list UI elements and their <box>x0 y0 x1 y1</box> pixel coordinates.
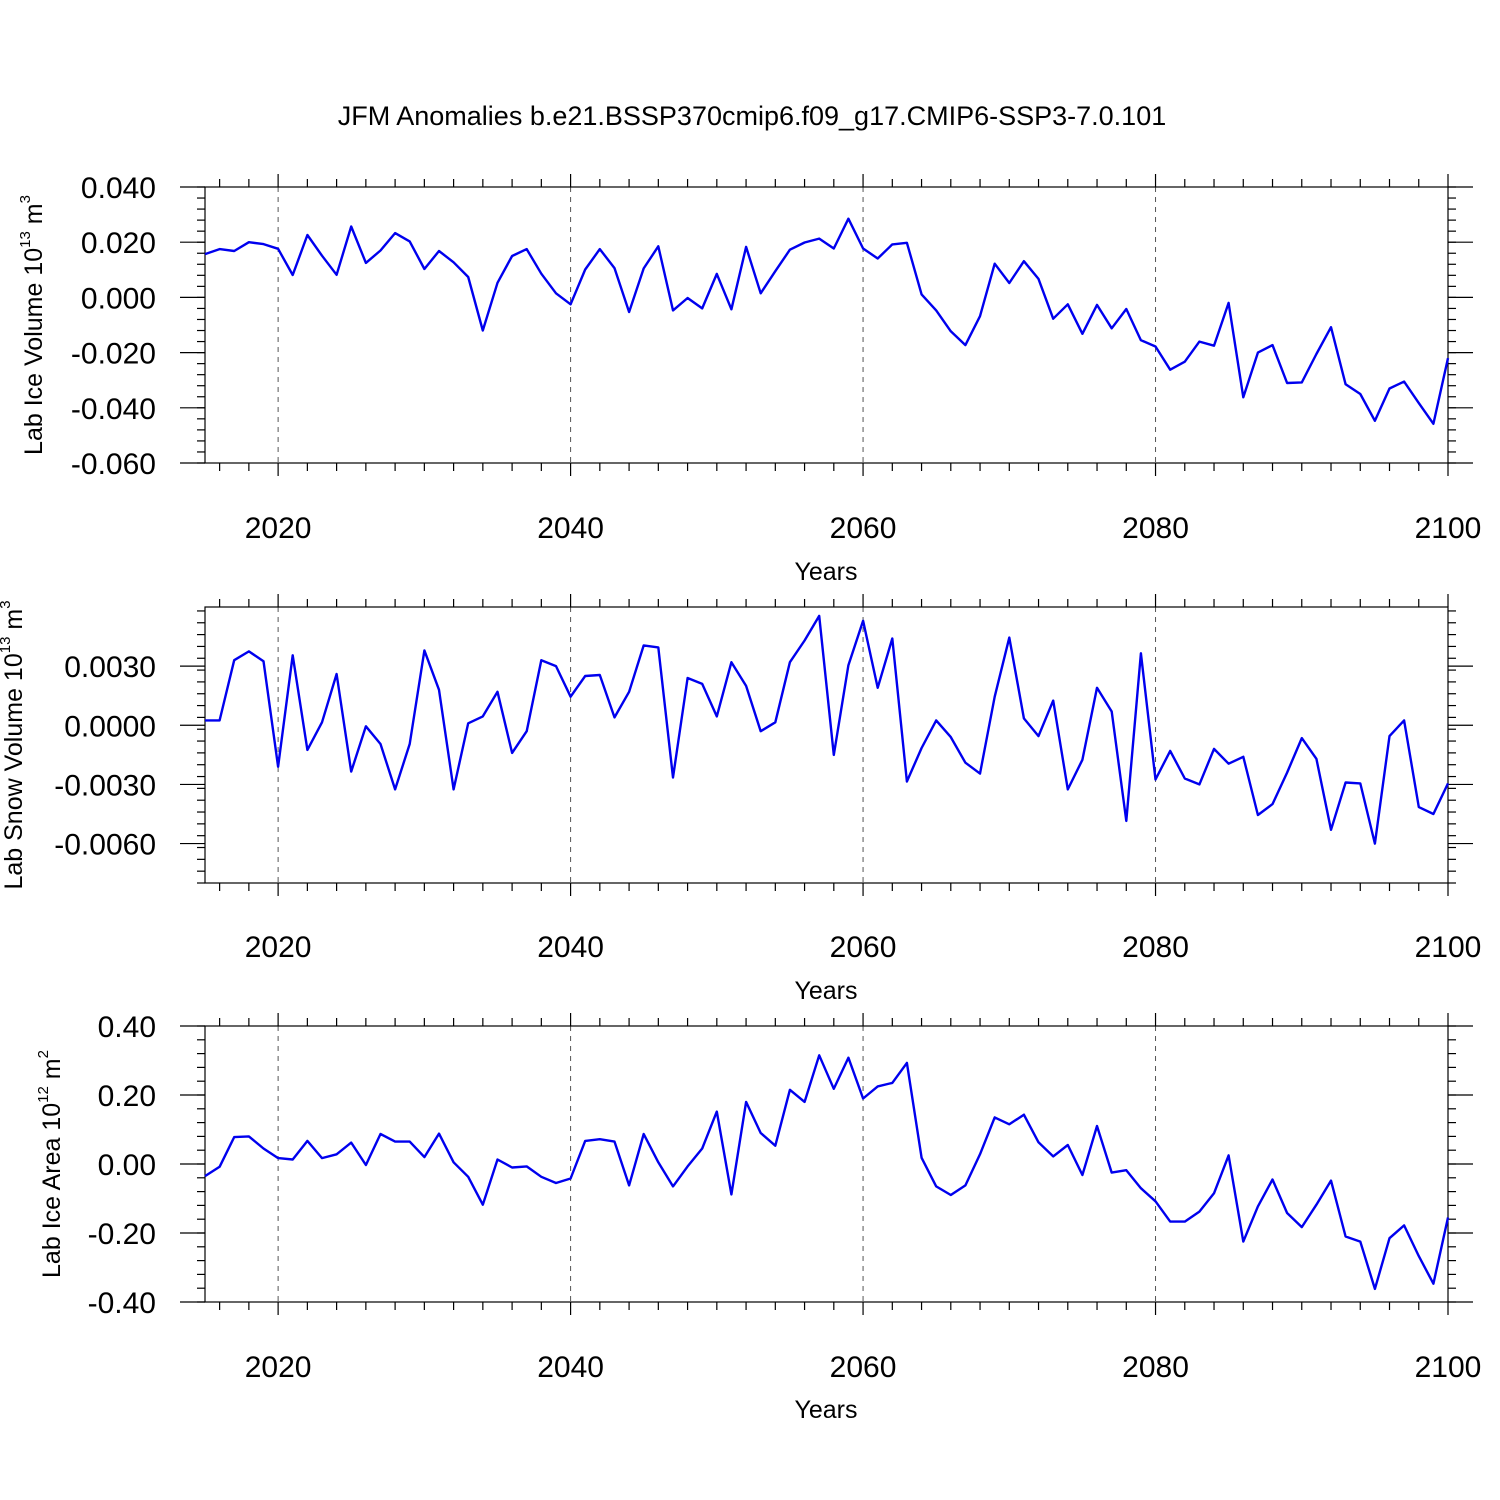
y-tick-label: 0.040 <box>81 172 156 205</box>
x-tick-label: 2060 <box>830 1351 897 1384</box>
x-axis-label: Years <box>794 1396 857 1424</box>
x-tick-label: 2040 <box>537 931 604 964</box>
x-tick-label: 2020 <box>245 512 312 545</box>
x-axis-label: Years <box>794 977 857 1005</box>
y-tick-label: 0.020 <box>81 227 156 260</box>
panel-ice-volume: -0.060 -0.040 -0.020 0.000 0.020 0.040 2020 204… <box>17 172 1481 586</box>
figure-title: JFM Anomalies b.e21.BSSP370cmip6.f09_g17… <box>338 101 1166 131</box>
x-tick-label: 2020 <box>245 1351 312 1384</box>
y-tick-label: -0.20 <box>88 1218 156 1251</box>
plot-frame <box>204 186 1449 464</box>
x-tick-label: 2100 <box>1415 512 1482 545</box>
y-tick-label: 0.00 <box>98 1149 156 1182</box>
plot-frame <box>204 1025 1449 1303</box>
x-tick-label: 2080 <box>1122 512 1189 545</box>
series-line <box>205 614 1450 845</box>
series-line <box>204 217 1450 425</box>
y-tick-label: -0.040 <box>71 393 156 426</box>
y-axis-label: Lab Ice Volume 1013 m3 <box>17 195 48 455</box>
panel-ice-area: -0.40 -0.20 0.00 0.20 0.40 2020 2040 2060 2080 21… <box>35 1011 1481 1424</box>
x-tick-label: 2020 <box>245 931 312 964</box>
x-tick-label: 2100 <box>1415 1351 1482 1384</box>
y-tick-label: -0.0060 <box>54 829 156 862</box>
y-tick-label: -0.060 <box>71 448 156 481</box>
y-tick-label: 0.000 <box>81 282 156 315</box>
panel-snow-volume: -0.0060 -0.0030 0.0000 0.0030 2020 2040 2060 20… <box>0 594 1481 1005</box>
x-tick-label: 2080 <box>1122 1351 1189 1384</box>
x-tick-label: 2040 <box>537 1351 604 1384</box>
y-tick-label: 0.0000 <box>64 710 156 743</box>
x-axis-label: Years <box>794 558 857 586</box>
plot-frame <box>204 606 1449 884</box>
y-tick-label: 0.40 <box>98 1011 156 1044</box>
y-tick-label: 0.20 <box>98 1080 156 1113</box>
x-tick-label: 2080 <box>1122 931 1189 964</box>
y-axis-label: Lab Snow Volume 1013 m3 <box>0 600 28 889</box>
y-tick-label: 0.0030 <box>64 651 156 684</box>
x-tick-label: 2040 <box>537 512 604 545</box>
y-axis-label: Lab Ice Area 1012 m2 <box>35 1050 66 1278</box>
y-tick-label: -0.0030 <box>54 769 156 802</box>
x-tick-label: 2100 <box>1415 931 1482 964</box>
x-tick-label: 2060 <box>830 512 897 545</box>
series-line <box>204 1054 1450 1291</box>
y-tick-label: -0.40 <box>88 1287 156 1320</box>
y-tick-label: -0.020 <box>71 338 156 371</box>
x-tick-label: 2060 <box>830 931 897 964</box>
